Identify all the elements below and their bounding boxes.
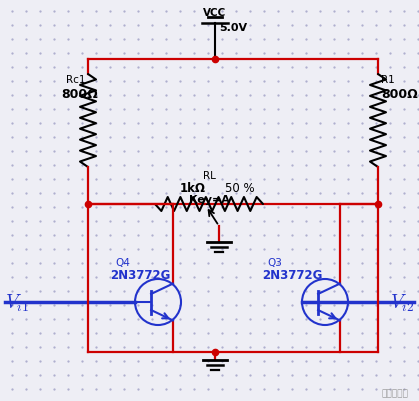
Text: 2N3772G: 2N3772G (110, 269, 171, 282)
Text: VCC: VCC (203, 8, 227, 18)
Text: Q4: Q4 (115, 257, 130, 267)
Text: Rc1: Rc1 (66, 75, 85, 85)
Text: 电路一点通: 电路一点通 (381, 389, 408, 397)
Text: 5.0V: 5.0V (219, 23, 247, 33)
Text: Q3: Q3 (267, 257, 282, 267)
Text: 800Ω: 800Ω (381, 88, 418, 101)
Text: $V_{i1}$: $V_{i1}$ (5, 292, 29, 313)
Text: $V_{i2}$: $V_{i2}$ (390, 292, 414, 313)
Text: 2N3772G: 2N3772G (262, 269, 322, 282)
Text: 800Ω: 800Ω (61, 88, 98, 101)
Text: 1kΩ: 1kΩ (180, 182, 206, 195)
Text: Key=A: Key=A (189, 194, 230, 205)
Text: 50 %: 50 % (225, 182, 255, 195)
Text: R1: R1 (381, 75, 395, 85)
Text: RL: RL (202, 170, 215, 180)
